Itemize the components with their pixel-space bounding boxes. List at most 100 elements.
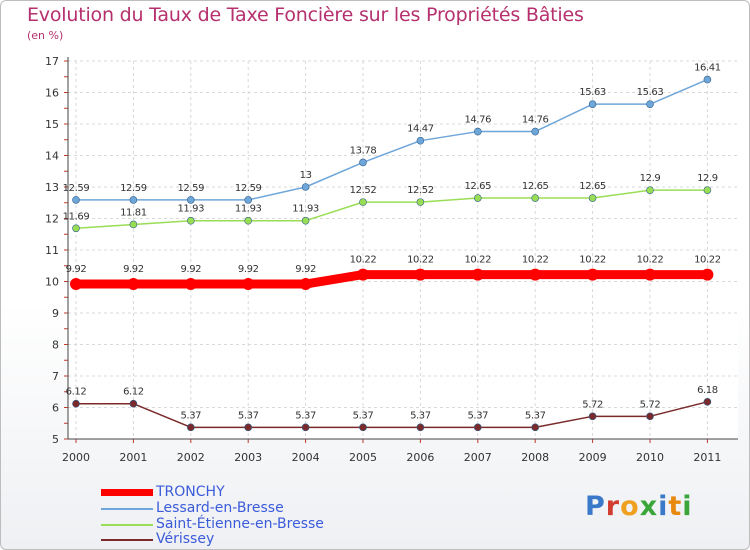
data-label-lessard: 14.76 <box>522 115 549 126</box>
data-point-verissey <box>703 398 712 406</box>
legend-swatch-saint-etienne <box>101 524 153 526</box>
logo-letter: i <box>682 491 693 522</box>
data-label-verissey: 5.37 <box>525 410 546 421</box>
data-label-lessard: 13 <box>300 170 312 181</box>
y-tick-label: 5 <box>52 433 59 446</box>
data-point-tronchy <box>644 268 656 281</box>
data-point-verissey <box>473 423 482 432</box>
data-label-verissey: 6.12 <box>66 387 87 398</box>
logo-letter: P <box>585 491 606 522</box>
y-tick-label: 15 <box>45 118 59 131</box>
legend-item-saint-etienne: Saint-Étienne-en-Bresse <box>101 517 361 533</box>
data-label-tronchy: 10.22 <box>350 255 377 266</box>
data-point-lessard <box>703 75 712 84</box>
data-point-verissey <box>301 423 310 432</box>
data-label-lessard: 12.59 <box>177 183 204 194</box>
plot-area <box>68 61 738 439</box>
data-label-lessard: 12.59 <box>235 183 262 194</box>
legend-label-verissey: Vérissey <box>156 531 215 547</box>
x-tick-label: 2005 <box>349 451 377 464</box>
data-label-saint-etienne: 11.81 <box>120 207 147 218</box>
series-line-tronchy <box>76 270 708 289</box>
data-label-verissey: 5.37 <box>467 410 488 421</box>
data-point-verissey <box>646 412 654 421</box>
data-point-verissey <box>187 423 195 432</box>
y-tick-label: 6 <box>52 402 59 415</box>
data-label-lessard: 15.63 <box>637 87 664 98</box>
y-tick-label: 13 <box>45 181 59 194</box>
data-point-verissey <box>416 423 425 432</box>
data-label-saint-etienne: 12.9 <box>697 173 718 184</box>
data-point-verissey <box>359 423 367 432</box>
series-line-saint-etienne <box>75 189 708 230</box>
data-point-tronchy <box>127 278 140 291</box>
x-tick-label: 2010 <box>636 451 664 464</box>
y-tick-label: 16 <box>45 87 59 100</box>
data-label-tronchy: 9.92 <box>123 264 144 275</box>
data-point-verissey <box>588 412 597 421</box>
data-point-tronchy <box>184 278 197 291</box>
data-label-lessard: 15.63 <box>579 87 606 98</box>
x-tick-label: 2007 <box>464 451 492 464</box>
data-label-tronchy: 10.22 <box>407 255 434 266</box>
data-label-tronchy: 10.22 <box>637 255 664 266</box>
data-label-tronchy: 10.22 <box>522 255 549 266</box>
line-chart: 5 6 7 8 9 10 11 12 13 14 15 16 17 2000 2001 2002 2003 200… <box>45 55 738 464</box>
data-label-saint-etienne: 12.65 <box>522 181 549 192</box>
data-label-saint-etienne: 11.93 <box>235 204 262 215</box>
data-point-lessard <box>588 100 597 108</box>
data-label-verissey: 5.37 <box>180 410 201 421</box>
data-label-saint-etienne: 12.65 <box>464 181 491 192</box>
y-tick-label: 12 <box>45 213 59 226</box>
data-label-tronchy: 10.22 <box>694 255 721 266</box>
data-point-lessard <box>473 127 482 136</box>
data-point-saint-etienne <box>416 198 425 206</box>
y-tick-label: 7 <box>52 370 59 383</box>
y-tick-label: 17 <box>45 55 59 68</box>
x-tick-label: 2002 <box>177 451 205 464</box>
legend-item-verissey: Vérissey <box>101 532 361 548</box>
data-label-lessard: 16.41 <box>694 63 721 74</box>
data-point-saint-etienne <box>588 194 597 202</box>
data-label-verissey: 5.72 <box>640 399 661 410</box>
data-point-verissey <box>72 399 80 408</box>
y-tick-label: 11 <box>45 244 59 257</box>
data-label-tronchy: 10.22 <box>464 255 491 266</box>
data-label-tronchy: 9.92 <box>180 264 201 275</box>
x-tick-label: 2000 <box>62 451 90 464</box>
data-point-lessard <box>244 196 252 204</box>
x-tick-label: 2001 <box>119 451 147 464</box>
data-point-lessard <box>187 196 195 204</box>
data-label-tronchy: 9.92 <box>238 264 259 275</box>
unit-label: (en %) <box>27 29 64 42</box>
data-label-lessard: 12.59 <box>120 183 147 194</box>
x-tick-label: 2006 <box>406 451 434 464</box>
legend-label-tronchy: TRONCHY <box>156 484 225 500</box>
x-tick-label: 2008 <box>521 451 549 464</box>
data-point-lessard <box>531 127 540 136</box>
data-label-verissey: 6.18 <box>697 385 718 396</box>
logo-letter: x <box>639 491 659 522</box>
data-point-saint-etienne <box>473 194 482 202</box>
y-tick-label: 8 <box>52 339 59 352</box>
y-tick-label: 10 <box>45 276 59 289</box>
data-point-verissey <box>244 423 252 432</box>
data-label-saint-etienne: 12.52 <box>407 185 434 196</box>
logo-letter: i <box>658 491 669 522</box>
data-point-saint-etienne <box>531 194 540 202</box>
legend-item-lessard: Lessard-en-Bresse <box>101 501 361 517</box>
legend-label-lessard: Lessard-en-Bresse <box>156 500 284 516</box>
legend-swatch-lessard <box>101 508 153 510</box>
data-label-verissey: 5.37 <box>238 410 259 421</box>
logo-letter: o <box>620 491 640 522</box>
data-label-saint-etienne: 12.52 <box>350 185 377 196</box>
data-label-saint-etienne: 11.93 <box>292 204 319 215</box>
data-point-saint-etienne <box>703 186 712 194</box>
x-tick-label: 2003 <box>234 451 262 464</box>
data-label-verissey: 5.37 <box>295 410 316 421</box>
data-point-tronchy <box>529 268 542 281</box>
data-label-lessard: 12.59 <box>63 183 90 194</box>
logo-letter: r <box>605 491 621 522</box>
x-tick-label: 2004 <box>292 451 320 464</box>
